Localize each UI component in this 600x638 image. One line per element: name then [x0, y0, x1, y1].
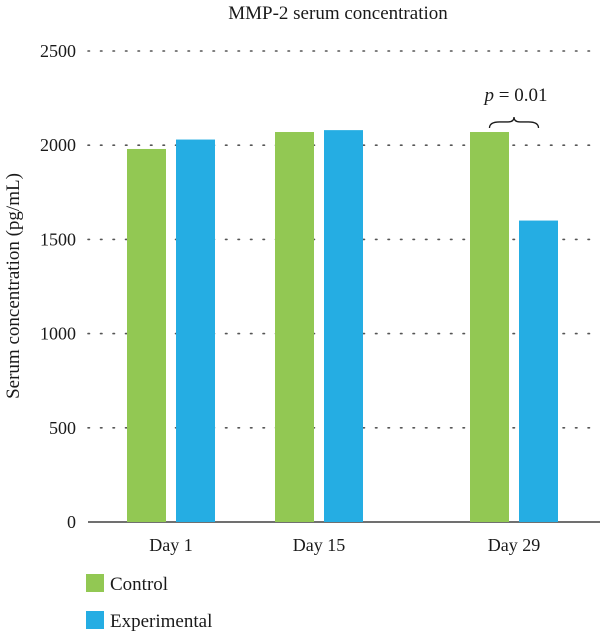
significance-bracket: [488, 116, 540, 129]
y-tick-label: 0: [67, 512, 76, 532]
legend-swatch-experimental: [86, 611, 104, 629]
bar-experimental-day-1: [176, 139, 215, 522]
legend: Control Experimental: [86, 574, 212, 632]
bar-control-day-1: [127, 148, 166, 522]
p-value-label: p = 0.01: [483, 85, 548, 106]
bar-experimental-day-29: [519, 220, 558, 522]
y-axis-ticks: 0 500 1000 1500 2000 2500: [40, 41, 76, 532]
x-axis-ticks: Day 1 Day 15 Day 29: [149, 535, 540, 555]
x-tick-label: Day 15: [293, 535, 346, 555]
bars: [127, 130, 558, 523]
y-tick-label: 500: [49, 418, 76, 438]
legend-label-control: Control: [110, 574, 168, 595]
bar-experimental-day-15: [324, 130, 363, 523]
y-tick-label: 1500: [40, 229, 76, 249]
x-tick-label: Day 1: [149, 535, 193, 555]
significance-annotation: p = 0.01: [483, 85, 548, 129]
p-value: = 0.01: [494, 85, 547, 106]
y-tick-label: 2000: [40, 135, 76, 155]
chart-title: MMP-2 serum concentration: [228, 3, 448, 24]
y-tick-label: 2500: [40, 41, 76, 61]
p-symbol: p: [483, 85, 495, 106]
bar-control-day-29: [470, 132, 509, 522]
gridlines: [87, 50, 600, 429]
legend-swatch-control: [86, 574, 104, 592]
bar-control-day-15: [275, 132, 314, 522]
y-axis-label: Serum concentration (pg/mL): [3, 173, 24, 399]
legend-label-experimental: Experimental: [110, 611, 212, 632]
y-tick-label: 1000: [40, 324, 76, 344]
x-tick-label: Day 29: [488, 535, 541, 555]
